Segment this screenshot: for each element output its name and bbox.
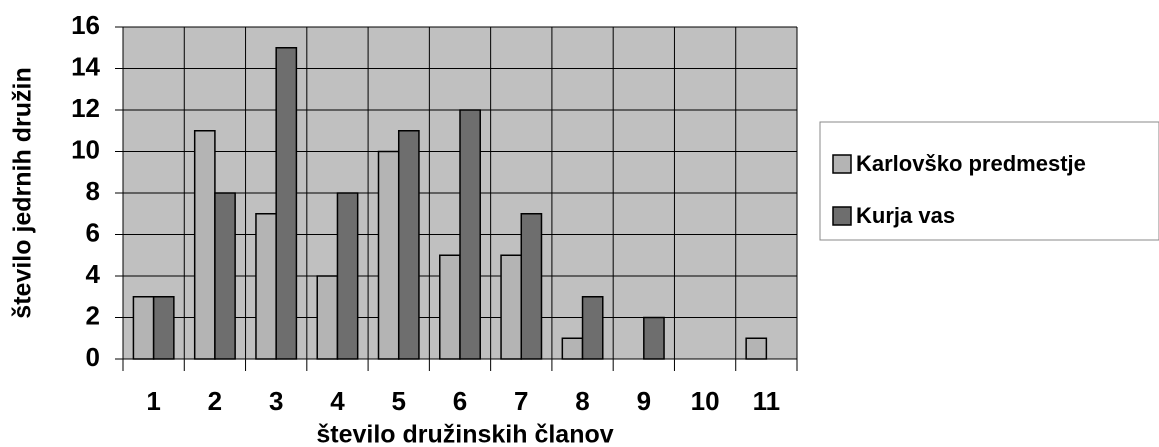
legend-label: Karlovško predmestje [856, 151, 1086, 176]
bar [745, 337, 768, 360]
y-tick-label: 4 [86, 259, 101, 289]
bar [439, 254, 461, 360]
bar [520, 213, 543, 360]
x-tick-label: 11 [753, 386, 781, 416]
bar [397, 130, 420, 360]
x-tick-label: 2 [208, 386, 222, 416]
y-tick-label: 8 [86, 176, 100, 206]
y-tick-label: 2 [86, 300, 100, 330]
y-tick-label: 16 [71, 10, 100, 40]
x-tick-label: 1 [146, 386, 160, 416]
x-axis-title: število družinskih članov [316, 421, 613, 447]
x-tick-label: 4 [330, 386, 345, 416]
y-tick-label: 10 [71, 134, 100, 164]
bar [500, 254, 523, 360]
y-axis-title: število jedrnih družin [9, 67, 37, 318]
legend-label: Kurja vas [856, 203, 955, 228]
y-tick-label: 14 [71, 51, 100, 81]
bar [214, 192, 236, 360]
legend [819, 121, 1159, 241]
bar [581, 296, 604, 360]
y-tick-label: 12 [71, 93, 100, 123]
bar [336, 192, 359, 360]
bar [459, 109, 481, 360]
y-tick-label: 6 [86, 217, 100, 247]
y-tick-label: 0 [86, 342, 100, 372]
bar [255, 213, 277, 360]
x-tick-label: 6 [453, 386, 467, 416]
x-tick-label: 10 [691, 386, 720, 416]
bar [377, 150, 400, 360]
bar [275, 47, 298, 360]
x-tick-label: 8 [575, 386, 589, 416]
bar [316, 275, 339, 360]
bar [643, 316, 665, 360]
bar [193, 130, 216, 360]
x-tick-label: 9 [637, 386, 651, 416]
legend-swatch [832, 154, 852, 174]
x-tick-label: 3 [269, 386, 283, 416]
x-tick-label: 5 [391, 386, 405, 416]
bar [561, 337, 584, 360]
bar [132, 296, 155, 360]
bar [152, 296, 175, 360]
legend-swatch [832, 206, 852, 226]
x-tick-label: 7 [514, 386, 528, 416]
